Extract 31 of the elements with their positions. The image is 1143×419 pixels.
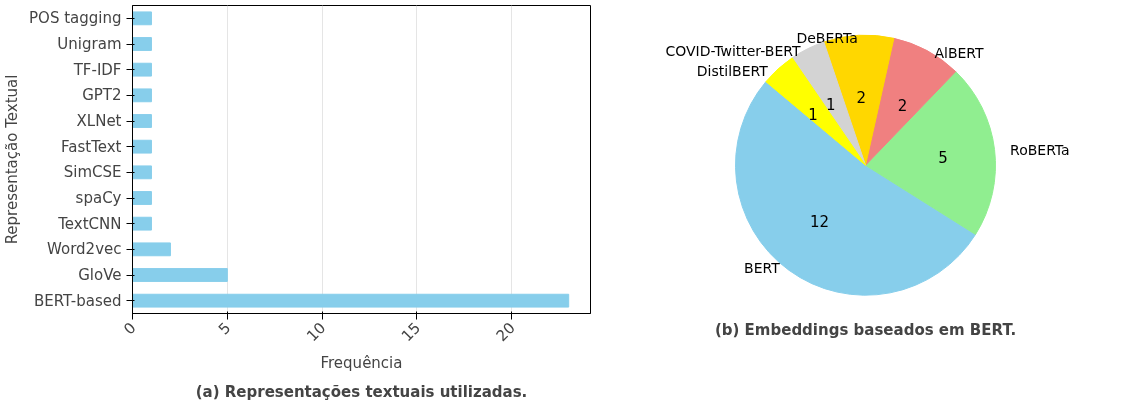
x-tick-label: 20 <box>492 318 519 346</box>
y-tick-label: Word2vec <box>47 240 122 259</box>
data-label: 1 <box>825 95 836 114</box>
x-axis-title: Frequência <box>320 354 403 373</box>
y-tick-label: SimCSE <box>63 163 122 182</box>
y-tick-label: BERT-based <box>33 291 122 310</box>
data-label: 2 <box>897 96 908 115</box>
x-tick-label: 5 <box>214 318 235 339</box>
slice-label: AlBERT <box>934 44 985 61</box>
y-axis-title: Representação Textual <box>3 74 22 245</box>
data-label: 5 <box>938 148 948 167</box>
x-tick-label: 15 <box>397 318 425 346</box>
text: (b) Embeddings baseados em BERT. <box>714 320 1017 339</box>
y-tick-label: FastText <box>61 137 122 156</box>
data-label: 2 <box>856 88 867 107</box>
y-tick-label: XLNet <box>76 112 122 130</box>
data-label: 1 <box>808 106 818 125</box>
y-tick-label: GPT2 <box>82 86 122 105</box>
text: (a) Representações textuais utilizadas. <box>195 382 528 401</box>
slice-label: DistilBERT <box>696 62 769 79</box>
y-tick-label: Unigram <box>57 35 122 53</box>
y-tick-label: TF-IDF <box>72 60 122 79</box>
y-tick-label: GloVe <box>78 266 122 284</box>
y-tick-label: TextCNN <box>57 214 122 233</box>
x-tick-label: 0 <box>120 318 140 339</box>
y-tick-label: spaCy <box>75 189 122 207</box>
x-tick-label: 10 <box>302 318 330 346</box>
y-tick-label: POS tagging <box>29 9 122 28</box>
slice-label: RoBERTa <box>1010 141 1070 158</box>
data-label: 12 <box>810 212 830 231</box>
slice-label: BERT <box>744 260 781 277</box>
